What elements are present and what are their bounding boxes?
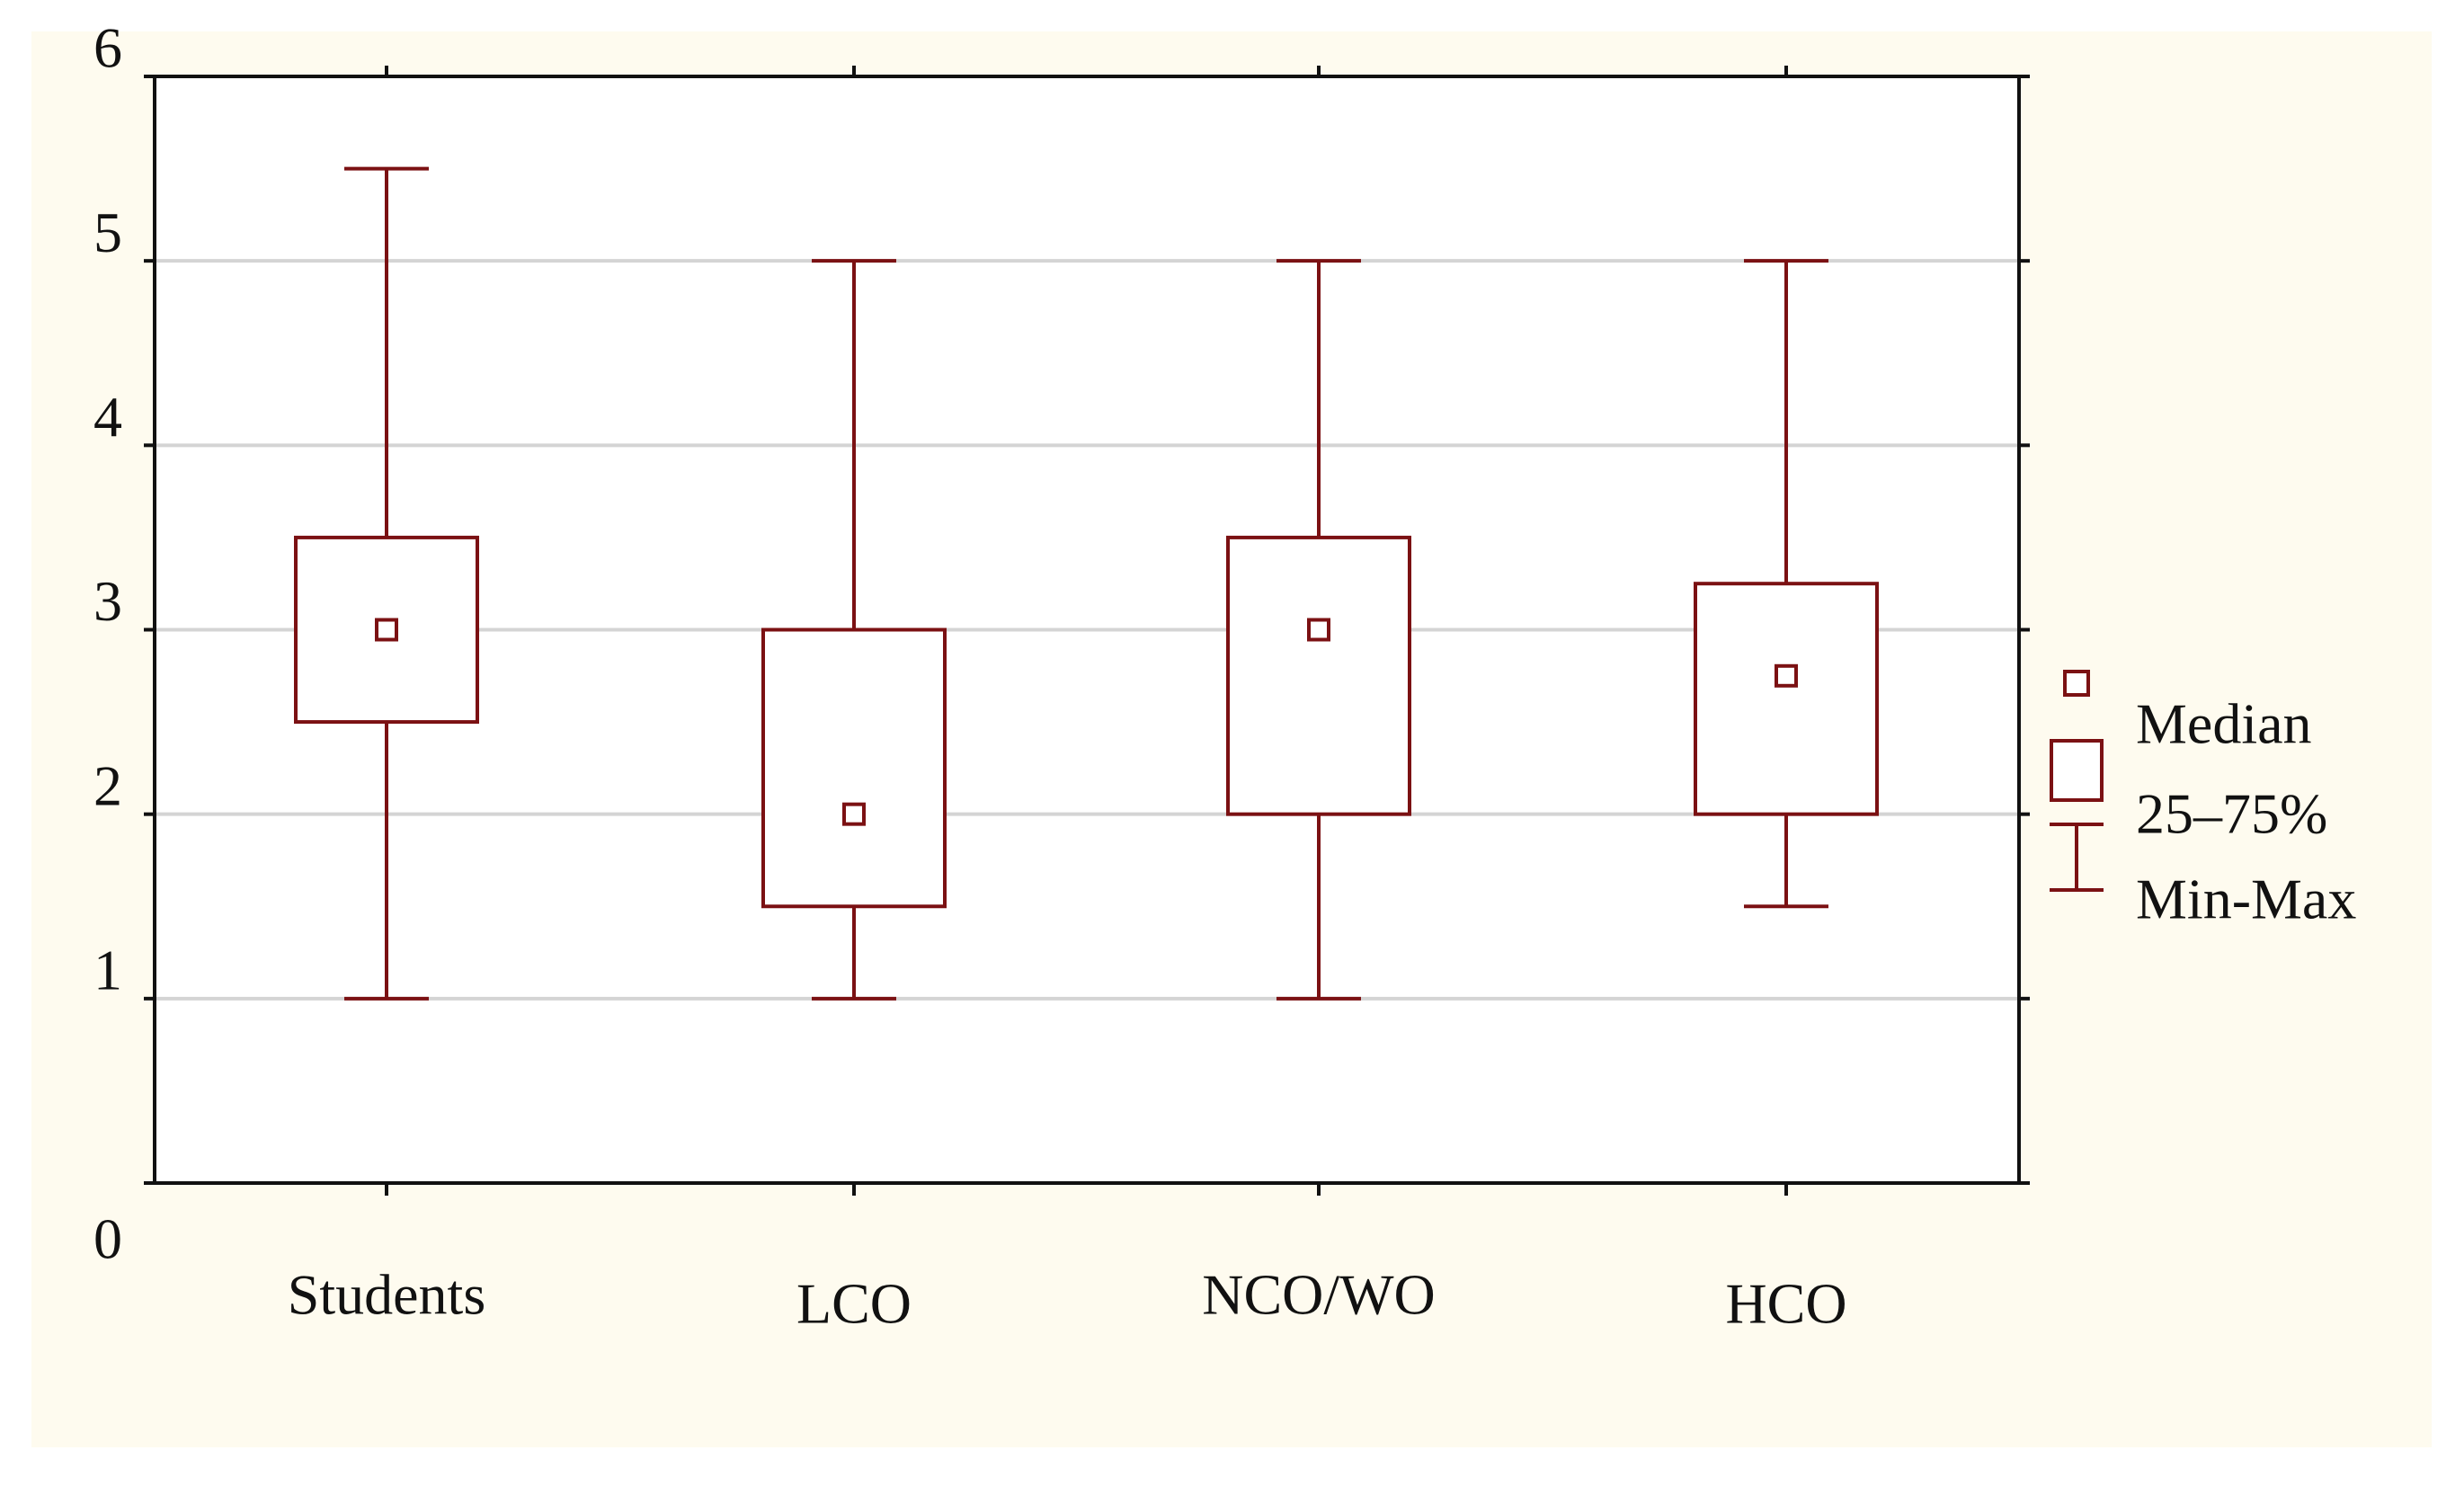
legend-label-whisker: Min-Max — [2136, 868, 2356, 931]
median-marker — [375, 618, 398, 642]
box-group-2 — [1226, 259, 1411, 1001]
y-tick-label: 1 — [93, 939, 122, 1002]
iqr-box — [761, 627, 947, 909]
legend-label-median-marker: Median — [2136, 692, 2312, 756]
box-group-1 — [761, 259, 947, 1001]
y-tick-label: 6 — [93, 16, 122, 80]
legend-box-symbol — [2050, 739, 2104, 802]
y-tick-label: 3 — [93, 569, 122, 633]
box-group-0 — [294, 166, 479, 1001]
x-category-label: Students — [288, 1263, 485, 1327]
x-category-label: NCO/WO — [1202, 1263, 1436, 1327]
legend: Median 25–75% Min-Max — [2050, 670, 2356, 931]
legend-label-box: 25–75% — [2136, 782, 2327, 846]
box-group-3 — [1694, 259, 1879, 909]
y-tick-label: 5 — [93, 200, 122, 264]
iqr-box — [1226, 535, 1411, 816]
x-category-label: LCO — [796, 1272, 912, 1336]
median-marker — [842, 802, 866, 826]
y-tick-label: 4 — [93, 385, 122, 449]
x-category-label: HCO — [1725, 1272, 1846, 1336]
legend-median-symbol — [2063, 670, 2090, 697]
median-marker — [1307, 618, 1330, 642]
iqr-box — [1694, 582, 1879, 816]
median-marker — [1775, 663, 1798, 688]
y-tick-label: 0 — [93, 1207, 122, 1271]
boxplot-series — [294, 166, 1879, 1001]
y-tick-label: 2 — [93, 753, 122, 817]
axes: 0 1 2 3 4 5 6 Students LCO NCO/WO HCO — [93, 16, 2030, 1336]
